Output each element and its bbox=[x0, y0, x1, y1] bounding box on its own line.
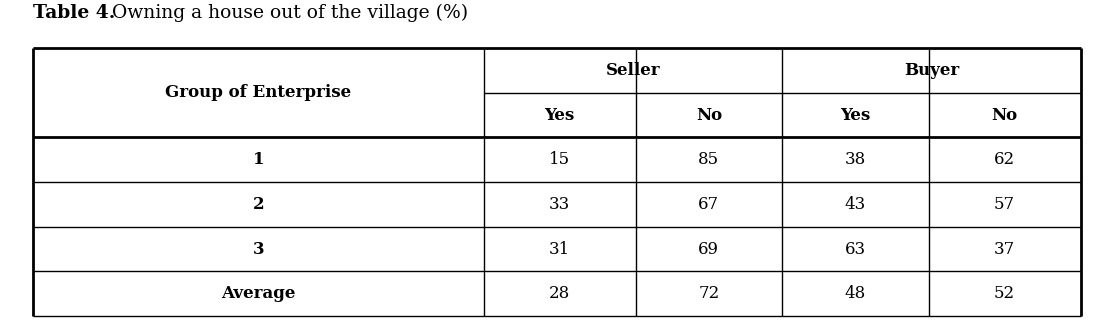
Text: 31: 31 bbox=[549, 241, 570, 257]
Text: Yes: Yes bbox=[545, 107, 575, 123]
Text: 15: 15 bbox=[549, 151, 570, 168]
Text: 62: 62 bbox=[994, 151, 1015, 168]
Text: 1: 1 bbox=[253, 151, 264, 168]
Text: Owning a house out of the village (%): Owning a house out of the village (%) bbox=[107, 4, 469, 22]
Text: 28: 28 bbox=[549, 285, 570, 302]
Text: 43: 43 bbox=[844, 196, 866, 213]
Text: Seller: Seller bbox=[606, 62, 661, 79]
Text: No: No bbox=[991, 107, 1018, 123]
Text: Buyer: Buyer bbox=[903, 62, 959, 79]
Text: 85: 85 bbox=[698, 151, 720, 168]
Text: 57: 57 bbox=[994, 196, 1015, 213]
Text: 72: 72 bbox=[698, 285, 720, 302]
Text: No: No bbox=[696, 107, 722, 123]
Text: 52: 52 bbox=[994, 285, 1015, 302]
Text: 67: 67 bbox=[698, 196, 720, 213]
Text: 63: 63 bbox=[844, 241, 866, 257]
Text: Table 4.: Table 4. bbox=[33, 4, 116, 22]
Text: 2: 2 bbox=[253, 196, 264, 213]
Text: 3: 3 bbox=[253, 241, 264, 257]
Text: 37: 37 bbox=[994, 241, 1015, 257]
Text: 69: 69 bbox=[698, 241, 720, 257]
Text: Average: Average bbox=[222, 285, 295, 302]
Text: 33: 33 bbox=[549, 196, 570, 213]
Text: 38: 38 bbox=[844, 151, 866, 168]
Text: 48: 48 bbox=[844, 285, 866, 302]
Text: Group of Enterprise: Group of Enterprise bbox=[166, 84, 352, 101]
Text: Yes: Yes bbox=[840, 107, 870, 123]
